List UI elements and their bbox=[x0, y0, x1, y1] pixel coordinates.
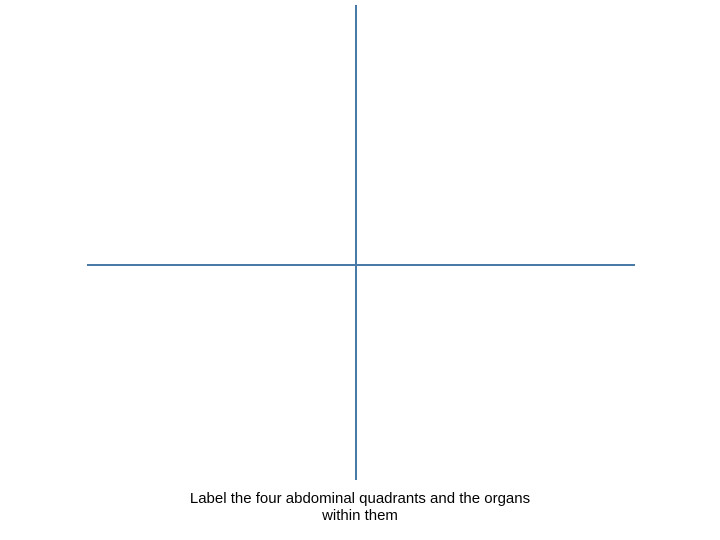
caption-line-2: within them bbox=[322, 507, 398, 524]
quadrant-cross-diagram bbox=[0, 0, 720, 540]
horizontal-divider-line bbox=[87, 264, 635, 266]
caption-line-1: Label the four abdominal quadrants and t… bbox=[190, 490, 530, 507]
caption-text: Label the four abdominal quadrants and t… bbox=[155, 490, 565, 524]
vertical-divider-line bbox=[355, 5, 357, 480]
